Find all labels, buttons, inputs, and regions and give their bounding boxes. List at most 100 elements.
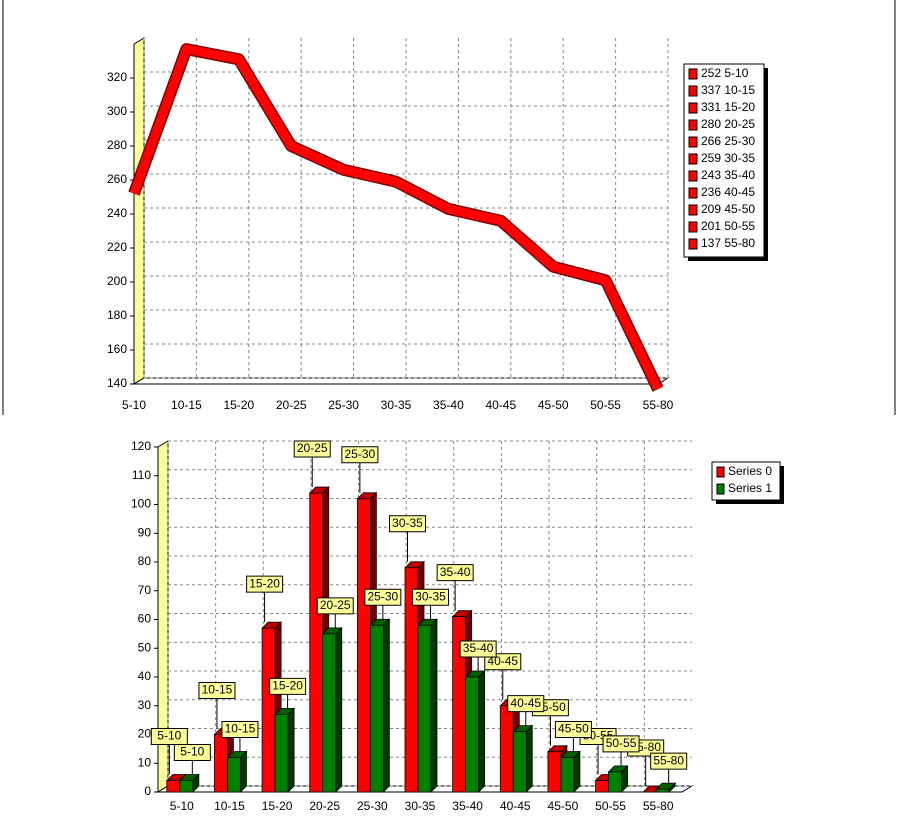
x-tick-label: 20-25 bbox=[276, 398, 307, 412]
bar bbox=[227, 757, 241, 793]
bar-side bbox=[240, 750, 247, 793]
legend-category: 40-45 bbox=[724, 185, 755, 199]
data-label: 50-55 bbox=[606, 736, 637, 750]
legend-label: Series 1 bbox=[728, 481, 772, 495]
legend-swatch bbox=[688, 187, 698, 199]
legend-label: 201 50-55 bbox=[701, 219, 755, 233]
floor bbox=[132, 377, 670, 385]
bar bbox=[309, 492, 324, 793]
data-label-box bbox=[364, 588, 402, 606]
legend-swatch bbox=[716, 483, 725, 495]
data-label: 20-25 bbox=[320, 598, 351, 612]
legend-category: 50-55 bbox=[724, 219, 755, 233]
bar-side bbox=[525, 724, 533, 793]
y-tick-label: 70 bbox=[138, 583, 152, 597]
bar-side bbox=[335, 626, 343, 793]
data-label-box bbox=[507, 695, 545, 713]
bar bbox=[166, 780, 181, 793]
legend-value: 252 bbox=[701, 66, 721, 80]
y-tick-label: 90 bbox=[138, 525, 152, 539]
bar bbox=[274, 713, 289, 793]
data-label-box bbox=[316, 597, 354, 615]
data-label: 55-80 bbox=[653, 753, 684, 767]
y-tick-label: 260 bbox=[107, 172, 127, 186]
legend-swatch bbox=[688, 238, 698, 250]
bar bbox=[547, 751, 562, 793]
legend-swatch bbox=[688, 68, 698, 80]
y-tick-label: 50 bbox=[138, 640, 152, 654]
x-tick-label: 35-40 bbox=[433, 398, 464, 412]
data-label-box bbox=[602, 735, 640, 753]
legend-swatch bbox=[688, 153, 698, 165]
data-label-box bbox=[554, 721, 592, 738]
legend-label: 266 25-30 bbox=[701, 134, 755, 148]
legend-value: 337 bbox=[701, 83, 721, 97]
y-tick-label: 110 bbox=[132, 468, 151, 482]
data-label-box bbox=[246, 575, 284, 593]
legend-category: 30-35 bbox=[724, 151, 755, 165]
bar bbox=[179, 780, 194, 793]
x-tick-label: 10-15 bbox=[171, 398, 202, 412]
y-tick-label: 280 bbox=[107, 138, 127, 152]
x-tick-label: 40-45 bbox=[500, 799, 531, 813]
bar bbox=[608, 771, 622, 793]
x-tick-label: 5-10 bbox=[170, 799, 194, 813]
data-label: 25-30 bbox=[345, 447, 376, 461]
legend-value: 209 bbox=[701, 202, 721, 216]
data-label-box bbox=[389, 515, 426, 533]
x-tick-label: 20-25 bbox=[309, 799, 340, 813]
data-label-box bbox=[173, 744, 211, 761]
x-tick-label: 30-35 bbox=[405, 799, 436, 813]
legend-value: 236 bbox=[701, 185, 721, 199]
legend-value: 259 bbox=[701, 151, 721, 165]
y-tick-label: 30 bbox=[138, 698, 152, 712]
x-tick-label: 45-50 bbox=[538, 398, 569, 412]
x-tick-label: 30-35 bbox=[381, 398, 412, 412]
legend-label: 236 40-45 bbox=[701, 185, 755, 199]
x-tick-label: 35-40 bbox=[452, 799, 483, 813]
legend-label: 252 5-10 bbox=[701, 66, 749, 80]
legend-label: Series 0 bbox=[728, 464, 772, 478]
legend-swatch bbox=[688, 170, 698, 182]
data-label-box bbox=[269, 677, 307, 695]
bar bbox=[465, 676, 480, 793]
bar-side bbox=[478, 670, 486, 793]
y-tick-label: 60 bbox=[138, 612, 152, 626]
data-label: 40-45 bbox=[510, 696, 541, 710]
legend-category: 15-20 bbox=[724, 100, 755, 114]
data-label: 5-10 bbox=[180, 745, 204, 759]
y-tick-label: 40 bbox=[138, 669, 152, 683]
data-label: 15-20 bbox=[249, 576, 280, 590]
data-label: 5-10 bbox=[157, 729, 181, 743]
data-label: 30-35 bbox=[392, 516, 423, 530]
x-tick-label: 10-15 bbox=[214, 799, 245, 813]
bar bbox=[655, 788, 670, 793]
data-label-box bbox=[150, 728, 188, 745]
legend-swatch bbox=[688, 204, 698, 216]
y-tick-label: 120 bbox=[131, 439, 151, 453]
bar bbox=[499, 705, 514, 793]
legend-category: 20-25 bbox=[724, 117, 755, 131]
y-tick-label: 100 bbox=[131, 497, 151, 511]
y-tick-label: 20 bbox=[138, 727, 152, 741]
data-label-box bbox=[341, 446, 379, 464]
data-label: 35-40 bbox=[440, 565, 471, 579]
y-tick-label: 10 bbox=[138, 755, 152, 769]
x-tick-label: 50-55 bbox=[595, 799, 626, 813]
legend-value: 266 bbox=[701, 134, 721, 148]
legend-value: 280 bbox=[701, 117, 721, 131]
y-tick-label: 160 bbox=[107, 342, 127, 356]
data-label: 35-40 bbox=[463, 641, 494, 655]
bar-side bbox=[573, 750, 581, 793]
data-label: 20-25 bbox=[297, 441, 328, 455]
legend-category: 55-80 bbox=[724, 236, 755, 250]
bar bbox=[417, 624, 432, 793]
bar bbox=[356, 498, 371, 793]
x-tick-label: 50-55 bbox=[590, 398, 621, 412]
x-tick-label: 25-30 bbox=[357, 799, 388, 813]
legend-swatch bbox=[688, 102, 698, 114]
legend-swatch bbox=[716, 466, 725, 478]
legend-value: 201 bbox=[701, 219, 721, 233]
y-tick-label: 80 bbox=[138, 554, 152, 568]
